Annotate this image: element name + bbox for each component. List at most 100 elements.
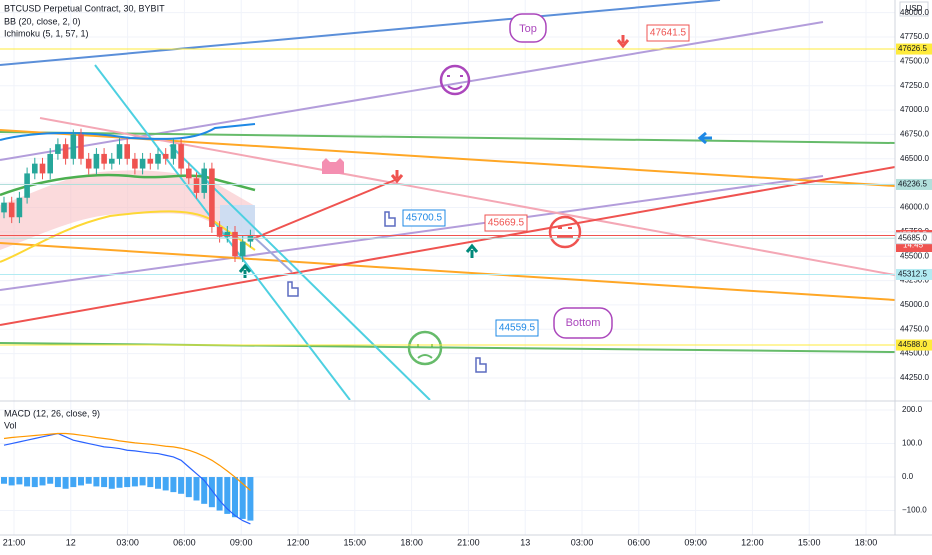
histogram-bar xyxy=(216,477,223,511)
price-note xyxy=(646,24,690,42)
price-note-text: 44559.5 xyxy=(499,323,536,334)
candle-body xyxy=(24,173,30,198)
indicator-line xyxy=(3,432,251,525)
y-tick-label: 44750.0 xyxy=(900,324,929,333)
y-tick-label: 100.0 xyxy=(902,439,923,448)
candle-body xyxy=(155,153,161,164)
smile-face xyxy=(439,64,471,96)
histogram-bar xyxy=(178,477,185,494)
candle-body xyxy=(32,163,38,174)
histogram-bar xyxy=(85,477,92,484)
candle-body xyxy=(116,144,123,159)
price-note-text: 45669.5 xyxy=(488,218,525,229)
face-detail xyxy=(447,75,463,90)
histogram-bar xyxy=(8,477,15,486)
callout xyxy=(553,307,613,339)
y-tick-label: 45500.0 xyxy=(900,251,929,260)
time-label: 09:00 xyxy=(230,537,253,547)
price-note xyxy=(495,319,539,337)
candle-body xyxy=(193,178,200,193)
histogram-bar xyxy=(247,477,254,521)
histogram-bar xyxy=(70,477,77,488)
histogram-bar xyxy=(39,477,46,486)
y-tick-label: 200.0 xyxy=(902,405,923,414)
histogram-bar xyxy=(62,477,69,489)
y-tick-label: 47000.0 xyxy=(900,105,929,114)
price-note xyxy=(484,214,528,232)
histogram-bar xyxy=(139,477,146,486)
candle-body xyxy=(1,202,7,213)
time-label: 18:00 xyxy=(400,537,423,547)
bb-basis xyxy=(0,173,256,197)
histogram-bar xyxy=(93,477,100,487)
y-tick-label: 47250.0 xyxy=(900,81,929,90)
candle-body xyxy=(62,144,69,159)
histogram-bar xyxy=(162,477,169,491)
y-tick-label: 46500.0 xyxy=(900,154,929,163)
y-tick-label: 47500.0 xyxy=(900,56,929,65)
y-tick-label: 44500.0 xyxy=(900,349,929,358)
channel-line xyxy=(254,237,293,273)
price-label-box xyxy=(896,43,932,55)
price-label-box xyxy=(896,339,932,351)
face-detail xyxy=(417,344,433,359)
candle-body xyxy=(85,158,92,169)
price-label-box xyxy=(895,232,932,245)
candle-body xyxy=(178,144,184,169)
histogram-bar xyxy=(78,477,84,486)
candle-body xyxy=(239,241,246,257)
time-label: 03:00 xyxy=(116,537,139,547)
time-label: 15:00 xyxy=(798,537,821,547)
time-label: 03:00 xyxy=(571,537,594,547)
histogram-bar xyxy=(124,477,131,488)
time-label: 12:00 xyxy=(287,537,310,547)
price-label: 46236.5 xyxy=(898,180,927,189)
cat-icon xyxy=(322,158,344,174)
candle-body xyxy=(147,158,154,164)
legend-symbol: BTCUSD Perpetual Contract, 30, BYBIT xyxy=(4,3,165,13)
neutral-face xyxy=(548,215,582,249)
y-tick-label: 46000.0 xyxy=(900,203,929,212)
candle-body xyxy=(39,163,46,174)
histogram-bar xyxy=(108,477,115,489)
trend-line xyxy=(0,0,721,66)
price-label-box xyxy=(896,268,932,280)
histogram-bar xyxy=(147,477,154,488)
price-note-text: 45700.5 xyxy=(406,213,443,224)
histogram-bar xyxy=(239,477,246,519)
annotations: Top Bottom 47641.5 45700.5 45669.5 44559… xyxy=(402,13,690,339)
histogram-bar xyxy=(193,477,200,501)
histogram-bar xyxy=(47,477,54,484)
bb-lower xyxy=(0,210,256,263)
arrow-left xyxy=(697,131,712,145)
histogram-bar xyxy=(131,477,138,487)
candle-body xyxy=(216,226,223,237)
drawings xyxy=(0,0,895,400)
y-tick-label: −100.0 xyxy=(902,506,927,515)
price-label: 44588.0 xyxy=(898,340,927,349)
histogram-bar xyxy=(16,477,23,485)
trend-line xyxy=(0,175,824,291)
hand-icon xyxy=(287,211,487,373)
price-note xyxy=(402,209,446,227)
grid xyxy=(0,0,895,535)
candle-body xyxy=(101,153,107,164)
candle-body xyxy=(70,134,77,159)
time-label: 12:00 xyxy=(741,537,764,547)
time-label: 09:00 xyxy=(684,537,707,547)
histogram-bar xyxy=(201,477,208,504)
histogram-bar xyxy=(224,477,231,514)
channel-line xyxy=(94,64,351,400)
histogram-bar xyxy=(31,477,38,488)
currency-box xyxy=(899,1,929,17)
price-label: 47626.5 xyxy=(898,44,927,53)
y-tick-label: 48000.0 xyxy=(900,8,929,17)
candle-body xyxy=(109,158,115,164)
legend-vol: Vol xyxy=(4,420,17,430)
time-label: 06:00 xyxy=(173,537,196,547)
bb-upper xyxy=(0,123,256,141)
y-tick-label: 0.0 xyxy=(902,472,914,481)
trend-line xyxy=(0,131,895,144)
y-tick-label: 45000.0 xyxy=(900,300,929,309)
